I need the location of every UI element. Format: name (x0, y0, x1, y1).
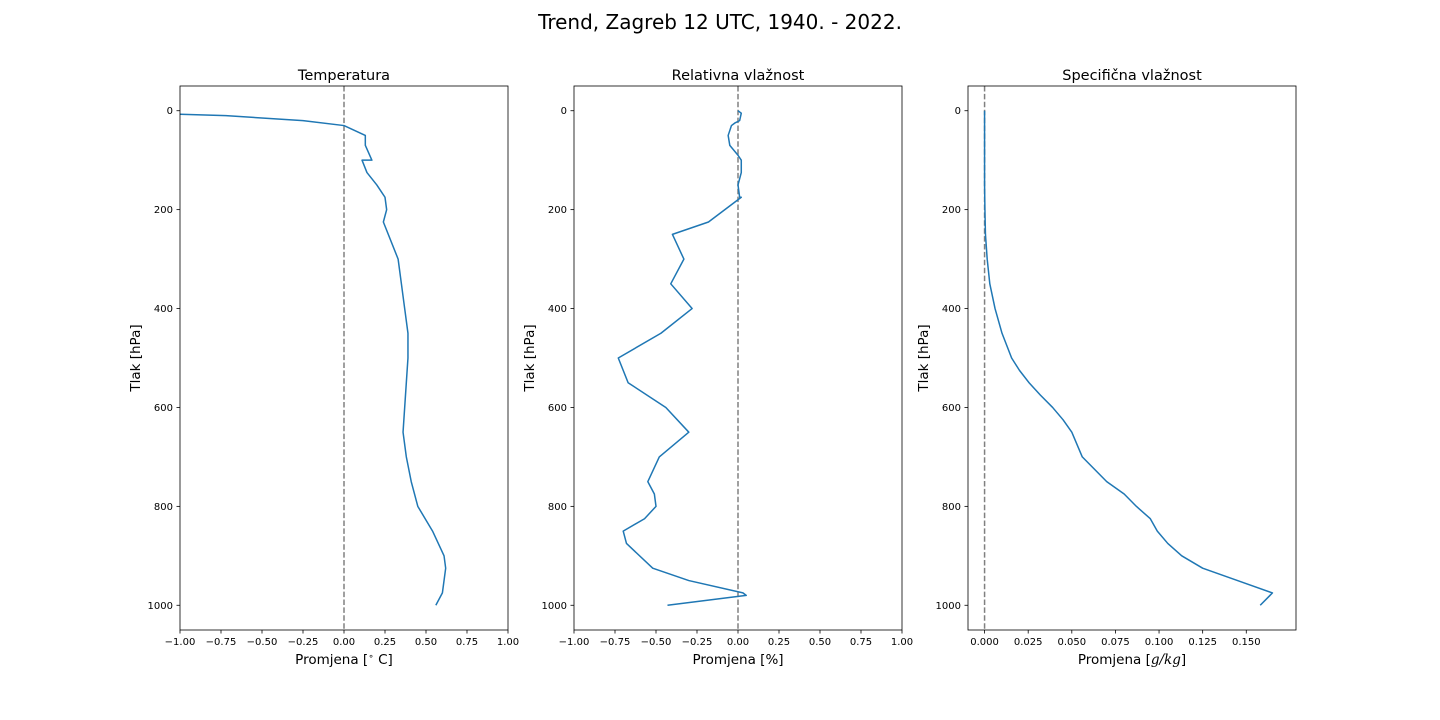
y-tick-label: 1000 (148, 601, 173, 612)
y-tick-label: 0 (167, 106, 173, 117)
y-axis-label: Tlak [hPa] (128, 324, 144, 392)
y-tick-label: 600 (548, 403, 567, 414)
y-tick-label: 800 (548, 502, 567, 513)
x-axis-label-part: ∘ (368, 652, 374, 662)
subplots: −1.00 −0.75 −0.50 −0.25 0.00 0.25 0.50 0.75 1.00… (128, 68, 1297, 668)
x-tick-label: 0.050 (1057, 637, 1086, 648)
axes-frame (967, 85, 1297, 631)
x-tick-label: −1.00 (559, 637, 590, 648)
x-tick-label: −0.50 (641, 637, 672, 648)
panel-1: −1.00 −0.75 −0.50 −0.25 0.00 0.25 0.50 0.75 1.00… (128, 68, 519, 668)
y-tick-label: 800 (942, 502, 961, 513)
series-line (179, 113, 447, 606)
x-tick-label: 1.00 (891, 637, 913, 648)
series-line (983, 110, 1274, 606)
panel-title: Specifična vlažnost (1062, 68, 1202, 84)
figure-title: Trend, Zagreb 12 UTC, 1940. - 2022. (537, 10, 902, 34)
x-tick-label: 0.150 (1232, 637, 1261, 648)
y-tick-label: 0 (561, 106, 567, 117)
x-axis-label-part: C] (374, 652, 393, 668)
panel-2: −1.00 −0.75 −0.50 −0.25 0.00 0.25 0.50 0.75 1.00… (522, 68, 913, 668)
y-tick-label: 400 (942, 304, 961, 315)
x-axis-label-part: Promjena [ (295, 652, 368, 668)
x-tick-label: −0.50 (247, 637, 278, 648)
x-tick-label: 0.25 (374, 637, 396, 648)
x-tick-label: 0.50 (809, 637, 831, 648)
x-tick-label: 0.75 (850, 637, 872, 648)
x-tick-label: 0.25 (768, 637, 790, 648)
y-tick-label: 200 (548, 205, 567, 216)
x-axis-label: Promjena [%] (692, 652, 783, 668)
y-tick-label: 800 (154, 502, 173, 513)
y-tick-label: 200 (154, 205, 173, 216)
x-axis-label-part: g/kg (1151, 652, 1181, 668)
x-axis-label: Promjena [∘ C] (295, 652, 393, 668)
x-tick-label: 0.00 (333, 637, 355, 648)
y-tick-label: 400 (154, 304, 173, 315)
y-tick-label: 1000 (936, 601, 961, 612)
x-axis-label: Promjena [g/kg] (1078, 652, 1186, 668)
x-tick-label: 1.00 (497, 637, 519, 648)
y-tick-label: 1000 (542, 601, 567, 612)
y-tick-label: 200 (942, 205, 961, 216)
panel-title: Temperatura (297, 68, 390, 84)
panel-title: Relativna vlažnost (672, 68, 805, 84)
x-axis-label-part: Promjena [ (1078, 652, 1151, 668)
x-tick-label: −0.75 (206, 637, 237, 648)
x-tick-label: 0.000 (970, 637, 999, 648)
x-tick-label: −0.25 (682, 637, 713, 648)
panel-3: 0.000 0.025 0.050 0.075 0.100 0.125 0.150 0 200 4… (916, 68, 1297, 668)
y-axis-label: Tlak [hPa] (916, 324, 932, 392)
x-tick-label: 0.025 (1014, 637, 1043, 648)
x-tick-label: 0.50 (415, 637, 437, 648)
x-tick-label: −1.00 (165, 637, 196, 648)
x-tick-label: −0.75 (600, 637, 631, 648)
x-axis-label-part: ] (1181, 652, 1186, 668)
series-line (617, 110, 747, 607)
y-tick-label: 600 (154, 403, 173, 414)
x-tick-label: 0.00 (727, 637, 749, 648)
y-tick-label: 0 (955, 106, 961, 117)
y-tick-label: 600 (942, 403, 961, 414)
x-tick-label: −0.25 (288, 637, 319, 648)
y-axis-label: Tlak [hPa] (522, 324, 538, 392)
x-tick-label: 0.125 (1188, 637, 1217, 648)
x-tick-label: 0.075 (1101, 637, 1130, 648)
y-tick-label: 400 (548, 304, 567, 315)
x-tick-label: 0.100 (1145, 637, 1174, 648)
x-tick-label: 0.75 (456, 637, 478, 648)
